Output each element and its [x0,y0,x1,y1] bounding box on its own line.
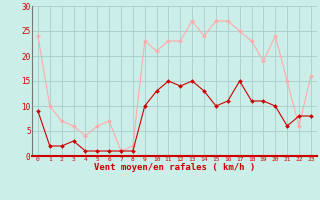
X-axis label: Vent moyen/en rafales ( km/h ): Vent moyen/en rafales ( km/h ) [94,163,255,172]
